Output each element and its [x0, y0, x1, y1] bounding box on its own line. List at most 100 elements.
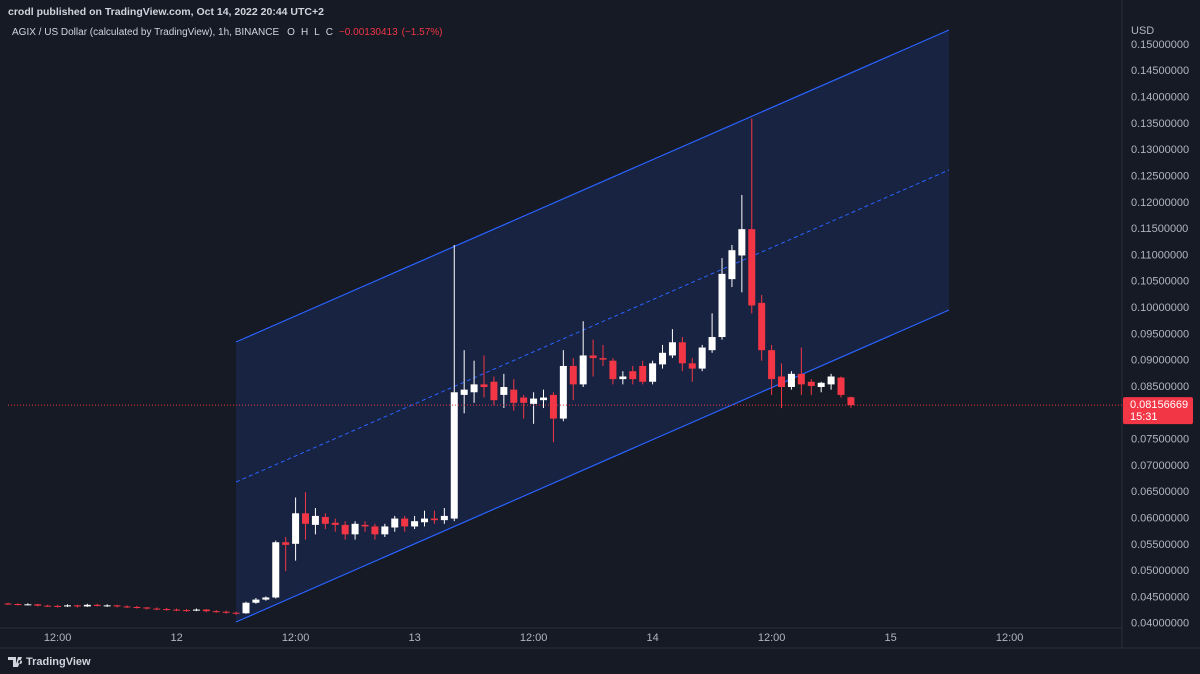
- candle-body: [559, 365, 567, 419]
- x-tick-label: 12:00: [758, 632, 786, 644]
- candle-body: [668, 342, 676, 356]
- candle-body: [411, 521, 419, 527]
- legend-change-pct: (−1.57%): [401, 27, 443, 38]
- candle-body: [44, 605, 52, 607]
- channel-fill: [236, 30, 949, 622]
- x-tick-label: 15: [884, 632, 896, 644]
- x-tick-label: 14: [646, 632, 658, 644]
- candle-body: [549, 394, 557, 419]
- candle-body: [153, 608, 161, 610]
- last-price-box: [1123, 397, 1193, 425]
- candle-body: [688, 363, 696, 369]
- candle-body: [440, 515, 448, 521]
- y-tick-label: 0.12000000: [1131, 197, 1189, 209]
- candle-body: [609, 360, 617, 380]
- candle-body: [678, 342, 686, 364]
- brand: TradingView: [26, 656, 91, 668]
- candle-body: [847, 397, 855, 406]
- candle-body: [83, 604, 91, 607]
- y-tick-label: 0.09000000: [1131, 355, 1189, 367]
- candle-body: [222, 611, 230, 613]
- candle-body: [490, 381, 498, 401]
- candle-body: [73, 605, 81, 607]
- candle-body: [351, 523, 359, 535]
- y-tick-label: 0.14000000: [1131, 92, 1189, 104]
- candle-body: [103, 605, 111, 607]
- y-tick-label: 0.12500000: [1131, 170, 1189, 182]
- candle-body: [797, 373, 805, 385]
- candle-body: [827, 376, 835, 385]
- candle-body: [708, 337, 716, 351]
- legend-change: −0.00130413: [338, 27, 398, 38]
- candle-body: [331, 522, 339, 525]
- candle-body: [4, 603, 12, 605]
- candle-body: [242, 602, 250, 614]
- candle-body: [430, 518, 438, 521]
- candle-body: [14, 604, 22, 606]
- candle-body: [768, 350, 776, 380]
- candle-body: [460, 389, 468, 395]
- y-tick-label: 0.04500000: [1131, 591, 1189, 603]
- candle-body: [748, 229, 756, 306]
- y-tick-label: 0.15000000: [1131, 39, 1189, 51]
- y-tick-label: 0.11000000: [1131, 249, 1188, 261]
- candle-body: [202, 609, 210, 612]
- candle-body: [738, 229, 746, 256]
- candle-body: [579, 355, 587, 385]
- candle-body: [649, 363, 657, 382]
- candle-body: [758, 302, 766, 351]
- candle-body: [282, 542, 290, 545]
- channel-median: [235, 169, 950, 483]
- candle-body: [778, 376, 786, 388]
- candle-body: [381, 526, 389, 535]
- y-tick-label: 0.09500000: [1131, 328, 1189, 340]
- legend-low-label: L: [314, 27, 320, 38]
- candle-body: [113, 605, 121, 607]
- candle-body: [302, 513, 310, 524]
- channel-lower: [235, 309, 950, 623]
- axis-unit: USD: [1131, 25, 1154, 37]
- x-tick-label: 13: [408, 632, 420, 644]
- candle-body: [262, 597, 270, 600]
- x-tick-label: 12: [170, 632, 182, 644]
- candle-body: [589, 355, 597, 359]
- candle-body: [173, 609, 181, 611]
- candle-body: [520, 397, 528, 403]
- candle-body: [728, 250, 736, 280]
- candle-body: [54, 605, 62, 607]
- candle-body: [540, 397, 548, 401]
- candle-body: [659, 352, 667, 365]
- published-line: crodl published on TradingView.com, Oct …: [8, 6, 324, 18]
- y-tick-label: 0.14500000: [1131, 65, 1189, 77]
- x-tick-label: 12:00: [996, 632, 1024, 644]
- y-tick-label: 0.10500000: [1131, 276, 1189, 288]
- candle-body: [470, 384, 478, 393]
- y-tick-label: 0.07500000: [1131, 434, 1189, 446]
- candle-body: [183, 610, 191, 612]
- candle-body: [252, 599, 260, 603]
- y-tick-label: 0.13000000: [1131, 144, 1189, 156]
- candle-body: [629, 371, 637, 380]
- candle-body: [480, 384, 488, 388]
- candle-body: [569, 365, 577, 385]
- candle-body: [718, 273, 726, 338]
- y-tick-label: 0.07000000: [1131, 460, 1189, 472]
- candle-body: [361, 524, 369, 527]
- x-tick-label: 12:00: [520, 632, 548, 644]
- y-tick-label: 0.04000000: [1131, 618, 1189, 630]
- legend-symbol: AGIX / US Dollar (calculated by TradingV…: [12, 27, 280, 38]
- candle-body: [341, 524, 349, 535]
- candle-body: [371, 526, 379, 535]
- legend-open-label: O: [287, 27, 295, 38]
- candle-body: [817, 382, 825, 388]
- y-tick-label: 0.11500000: [1131, 223, 1188, 235]
- y-tick-label: 0.06500000: [1131, 486, 1189, 498]
- candle-body: [143, 607, 151, 609]
- candle-body: [311, 515, 319, 525]
- legend-close-label: C: [325, 27, 333, 38]
- last-price-label: 0.08156669: [1130, 399, 1188, 411]
- channel-upper: [235, 29, 950, 343]
- candle-body: [510, 389, 518, 403]
